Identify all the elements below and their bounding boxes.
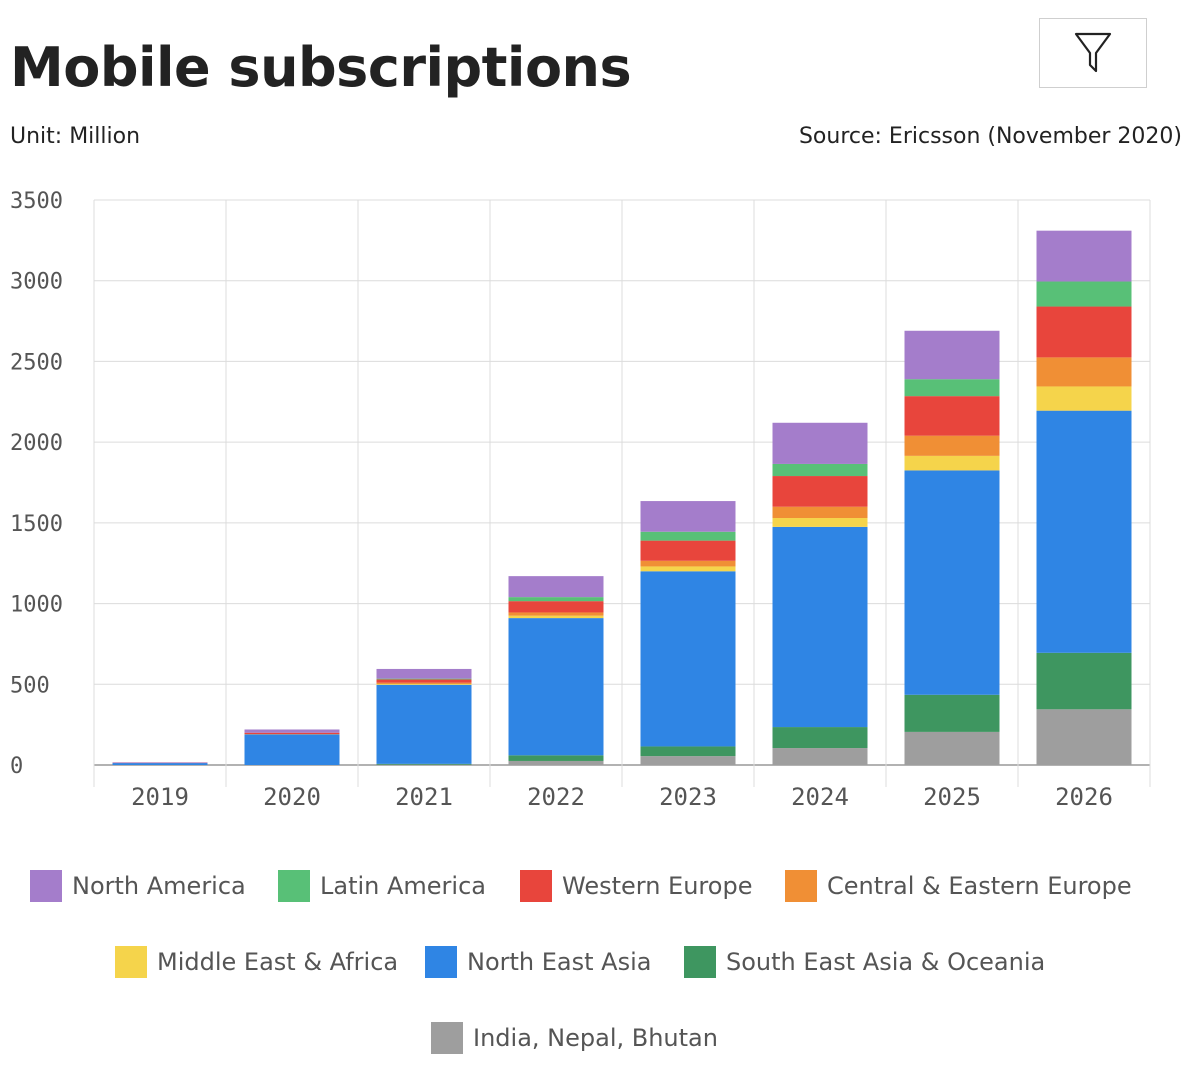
bar-segment: [244, 729, 340, 733]
legend-item[interactable]: India, Nepal, Bhutan: [431, 1022, 718, 1054]
bar-segment: [1036, 230, 1132, 282]
bar-segment: [1036, 386, 1132, 411]
filter-icon: [1074, 32, 1112, 73]
bar-segment: [376, 678, 472, 680]
bar-segment: [1036, 357, 1132, 387]
bar-segment: [772, 526, 868, 728]
bar-segment: [376, 684, 472, 764]
legend-swatch: [520, 870, 552, 902]
bar-segment: [112, 763, 208, 765]
legend-label: North America: [72, 872, 246, 900]
bar-segment: [1036, 410, 1132, 653]
bar-segment: [244, 732, 340, 735]
bar-segment: [1036, 306, 1132, 358]
legend-item[interactable]: North East Asia: [425, 946, 651, 978]
legend-label: North East Asia: [467, 948, 652, 976]
y-tick-label: 500: [10, 673, 50, 698]
bar-segment: [640, 560, 736, 567]
y-tick-label: 2500: [10, 350, 63, 375]
bar-segment: [772, 727, 868, 749]
legend-label: Middle East & Africa: [157, 948, 399, 976]
bar-segment: [508, 612, 604, 616]
legend-swatch: [425, 946, 457, 978]
bar-segment: [1036, 709, 1132, 765]
x-tick-label: 2021: [395, 783, 453, 811]
x-tick-label: 2025: [923, 783, 981, 811]
legend-item[interactable]: Western Europe: [520, 870, 752, 902]
bar-segment: [904, 396, 1000, 436]
bar-segment: [376, 679, 472, 683]
bar-segment: [640, 566, 736, 572]
legend-label: India, Nepal, Bhutan: [473, 1024, 718, 1052]
filter-button[interactable]: [1039, 18, 1147, 88]
legend-item[interactable]: Middle East & Africa: [115, 946, 398, 978]
bar-segment: [1036, 281, 1132, 307]
bar-segment: [772, 506, 868, 519]
bar-segment: [508, 615, 604, 619]
bar-segment: [508, 755, 604, 761]
x-tick-label: 2019: [131, 783, 189, 811]
chart-title: Mobile subscriptions: [10, 36, 632, 99]
legend-item[interactable]: Latin America: [278, 870, 486, 902]
bar-segment: [1036, 652, 1132, 710]
bar-segment: [640, 540, 736, 561]
y-tick-label: 0: [10, 754, 23, 779]
bar-segment: [376, 683, 472, 685]
bar-segment: [376, 763, 472, 765]
x-tick-label: 2022: [527, 783, 585, 811]
legend-item[interactable]: North America: [30, 870, 246, 902]
y-tick-label: 3000: [10, 270, 63, 295]
legend-item[interactable]: Central & Eastern Europe: [785, 870, 1132, 902]
bar-segment: [904, 379, 1000, 397]
bar-segment: [772, 422, 868, 464]
legend-label: Latin America: [320, 872, 486, 900]
x-tick-label: 2020: [263, 783, 321, 811]
legend-swatch: [278, 870, 310, 902]
y-tick-label: 3500: [10, 189, 63, 214]
bar-segment: [244, 734, 340, 765]
bar-segment: [640, 501, 736, 532]
bar-segment: [904, 435, 1000, 456]
bar-segment: [508, 601, 604, 613]
legend-label: South East Asia & Oceania: [726, 948, 1046, 976]
bar-segment: [640, 571, 736, 747]
bar-segment: [508, 597, 604, 602]
bar-segment: [904, 470, 1000, 695]
bar-segment: [904, 694, 1000, 732]
y-tick-label: 1500: [10, 512, 63, 537]
bar-segment: [508, 576, 604, 598]
x-tick-label: 2024: [791, 783, 849, 811]
y-tick-label: 2000: [10, 431, 63, 456]
legend-swatch: [785, 870, 817, 902]
stacked-bar-chart: 0 500 1000 1500 2000 2500 3000 3500 2019 2020 2021…: [10, 189, 1151, 811]
bar-segment: [772, 518, 868, 527]
bar-segment: [904, 330, 1000, 380]
bar-segment: [640, 746, 736, 757]
bar-segment: [772, 476, 868, 507]
bar-segment: [772, 463, 868, 477]
legend-swatch: [30, 870, 62, 902]
bar-segment: [772, 748, 868, 765]
bar-segment: [508, 618, 604, 756]
bar-segment: [640, 756, 736, 765]
bar-segment: [376, 668, 472, 679]
legend-swatch: [684, 946, 716, 978]
bar-segment: [904, 455, 1000, 471]
legend-item[interactable]: South East Asia & Oceania: [684, 946, 1045, 978]
legend-swatch: [115, 946, 147, 978]
bar-segment: [904, 731, 1000, 765]
legend-label: Central & Eastern Europe: [827, 872, 1132, 900]
y-tick-label: 1000: [10, 593, 63, 618]
legend-swatch: [431, 1022, 463, 1054]
legend-label: Western Europe: [562, 872, 753, 900]
x-tick-label: 2026: [1055, 783, 1113, 811]
source-label: Source: Ericsson (November 2020): [798, 124, 1182, 149]
bar-segment: [640, 531, 736, 541]
x-tick-label: 2023: [659, 783, 717, 811]
bar-segment: [508, 760, 604, 765]
bar-segment: [376, 682, 472, 684]
unit-label: Unit: Million: [10, 124, 141, 149]
